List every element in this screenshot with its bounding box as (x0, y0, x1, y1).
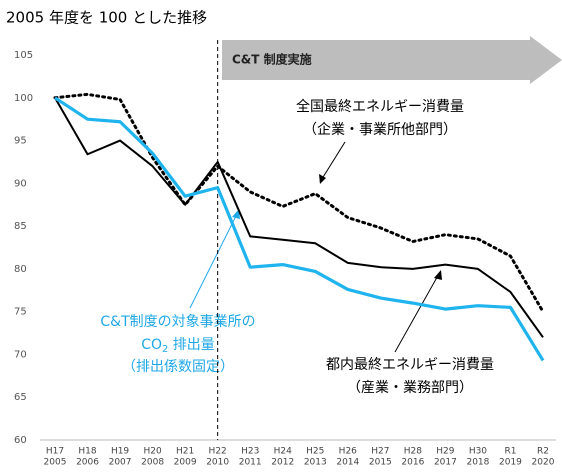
x-tick-label: 2016 (401, 458, 424, 468)
x-tick-label: 2013 (304, 458, 327, 468)
annotation-arrow (189, 211, 239, 309)
y-tick-label: 80 (14, 264, 27, 275)
x-tick-label: R2 (537, 447, 549, 457)
y-tick-label: 90 (14, 178, 27, 189)
x-tick-label: 2014 (336, 458, 359, 468)
annotation-arrowhead (434, 270, 442, 280)
x-tick-label: H17 (46, 447, 64, 457)
x-tick-label: H24 (274, 447, 292, 457)
series-label: C&T制度の対象事業所の (100, 314, 255, 330)
x-tick-label: 2012 (271, 458, 294, 468)
x-tick-label: H23 (241, 447, 259, 457)
series-line (54, 97, 544, 338)
x-tick-label: 2015 (369, 458, 392, 468)
series-label: 全国最終エネルギー消費量 (296, 98, 464, 115)
x-tick-label: 2007 (109, 458, 132, 468)
series-label: （企業・事業所他部門） (303, 121, 457, 138)
series-label: （排出係数固定） (122, 359, 234, 375)
annotation-arrowhead (232, 209, 240, 219)
y-tick-label: 75 (14, 307, 27, 318)
chart-title: 2005 年度を 100 とした推移 (6, 9, 207, 27)
annotation-arrow (394, 271, 441, 353)
y-tick-label: 85 (14, 221, 27, 232)
x-tick-label: H25 (306, 447, 324, 457)
x-tick-label: 2017 (434, 458, 457, 468)
y-tick-label: 105 (14, 50, 33, 61)
x-tick-label: 2018 (466, 458, 489, 468)
x-tick-label: 2005 (44, 458, 67, 468)
label-part: 排出量 (168, 337, 214, 353)
y-tick-label: 65 (14, 392, 27, 403)
x-tick-label: H21 (176, 447, 194, 457)
annotation-arrow (319, 141, 346, 183)
x-tick-label: 2008 (141, 458, 164, 468)
y-tick-label: 70 (14, 349, 27, 360)
x-tick-label: H27 (371, 447, 389, 457)
x-tick-label: R1 (504, 447, 516, 457)
label-part: CO (141, 337, 162, 353)
y-tick-label: 60 (14, 435, 27, 446)
banner-arrow (222, 36, 562, 84)
y-tick-label: 95 (14, 136, 27, 147)
series-label: CO2 排出量 (141, 337, 215, 355)
x-tick-label: 2009 (174, 458, 197, 468)
x-tick-label: 2010 (206, 458, 229, 468)
series-line (53, 92, 545, 314)
x-tick-label: H29 (436, 447, 454, 457)
x-tick-label: 2011 (239, 458, 262, 468)
label-sub: 2 (162, 344, 168, 355)
banner-text: C&T 制度実施 (232, 52, 312, 67)
x-tick-label: H19 (111, 447, 129, 457)
x-tick-label: 2019 (499, 458, 522, 468)
x-tick-label: H28 (404, 447, 422, 457)
series-label: 都内最終エネルギー消費量 (326, 357, 494, 373)
x-tick-label: H26 (339, 447, 357, 457)
series-line (54, 96, 545, 362)
series-label: （産業・業務部門） (347, 380, 473, 396)
x-tick-label: 2006 (76, 458, 99, 468)
x-tick-label: H30 (469, 447, 487, 457)
y-tick-label: 100 (14, 93, 33, 104)
x-tick-label: 2020 (532, 458, 555, 468)
annotation-arrowhead (319, 174, 326, 184)
x-tick-label: H20 (143, 447, 161, 457)
x-tick-label: H22 (209, 447, 227, 457)
x-tick-label: H18 (78, 447, 96, 457)
